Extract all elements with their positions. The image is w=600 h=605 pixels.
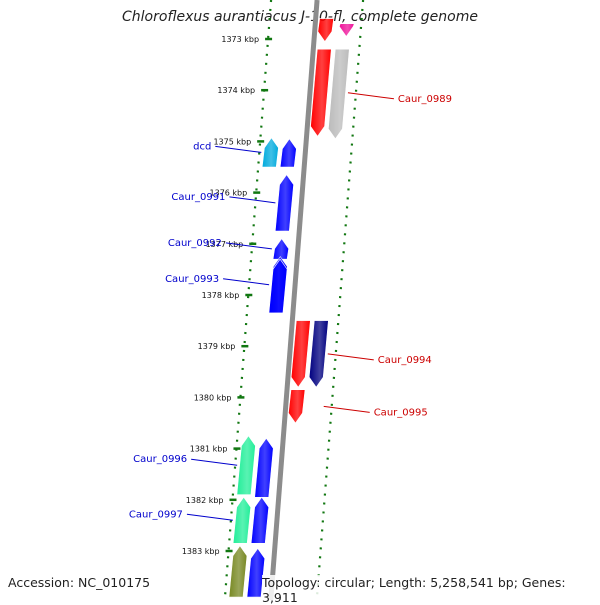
genome-backbone [268, 0, 320, 600]
gene-feature [338, 23, 355, 37]
accession-label: Accession: NC_010175 [8, 575, 151, 590]
gene-dcd [261, 137, 279, 168]
gene-label-leader [186, 513, 233, 521]
tick-label: 1380 kbp [194, 393, 232, 402]
gene-label: Caur_0991 [171, 192, 225, 203]
gene-label: Caur_0997 [129, 509, 183, 520]
tick-label: 1381 kbp [190, 445, 228, 454]
gene-caur-0991 [274, 174, 294, 232]
tick-label: 1377 kbp [206, 240, 244, 249]
gene-feature [228, 545, 248, 598]
outer-guide-line [315, 0, 365, 600]
gene-feature [308, 320, 329, 388]
gene-caur-0995 [288, 389, 306, 424]
gene-label-leader [225, 242, 272, 250]
tick-label: 1375 kbp [213, 137, 251, 146]
gene-label: Caur_0996 [133, 454, 187, 465]
tick-label: 1374 kbp [217, 86, 255, 95]
gene-caur-0992 [272, 238, 289, 260]
gene-label: Caur_0992 [168, 238, 222, 249]
gene-label-leader [215, 145, 262, 153]
gene-caur-0989 [310, 48, 332, 137]
tick-label: 1376 kbp [210, 189, 248, 198]
gene-feature [328, 48, 350, 140]
gene-label-leader [191, 458, 238, 466]
gene-caur-0994 [290, 320, 311, 388]
gene-label: dcd [193, 141, 211, 152]
gene-label: Caur_0994 [378, 355, 432, 366]
gene-caur-0997 [232, 496, 252, 544]
tick-label: 1379 kbp [198, 342, 236, 351]
tick-label: 1373 kbp [221, 35, 259, 44]
gene-label: Caur_0989 [398, 94, 452, 105]
gene-label-leader [223, 278, 270, 286]
gene-label: Caur_0995 [374, 407, 428, 418]
map-title: Chloroflexus aurantiacus J-10-fl, comple… [122, 9, 478, 25]
gene-feature [254, 437, 274, 498]
gene-label: Caur_0993 [165, 274, 219, 285]
gene-caur-0996 [236, 435, 256, 495]
tick-label: 1383 kbp [182, 547, 220, 556]
tick-label: 1382 kbp [186, 496, 224, 505]
gene-label-leader [229, 196, 276, 204]
tick-label: 1378 kbp [202, 291, 240, 300]
inner-guide-line [223, 0, 273, 600]
gene-label-leader [323, 405, 370, 413]
gene-label-leader [327, 353, 374, 361]
genome-stats-label: Topology: circular; Length: 5,258,541 bp… [262, 575, 600, 605]
gene-feature [279, 138, 297, 168]
gene-feature [317, 18, 335, 43]
gene-feature [268, 258, 288, 314]
gene-label-leader [347, 92, 394, 100]
gene-feature [250, 496, 270, 544]
